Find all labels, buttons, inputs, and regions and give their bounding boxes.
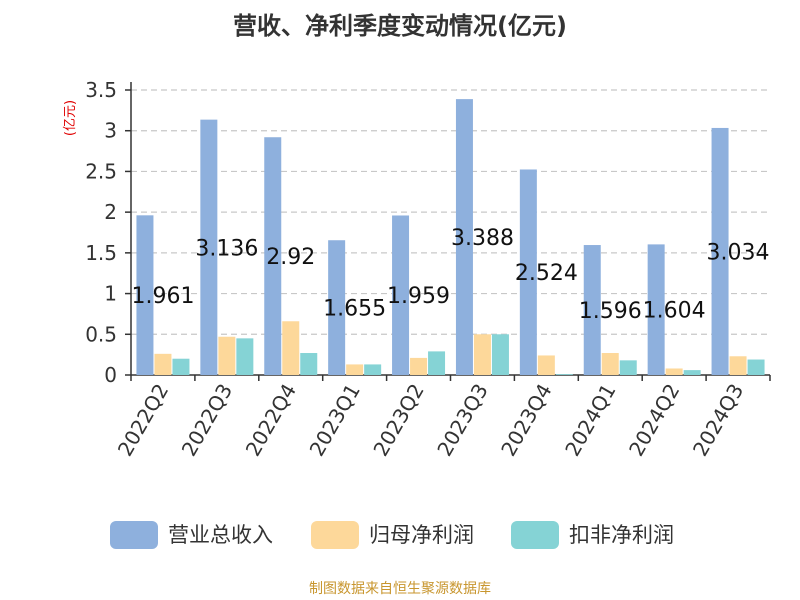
bar-扣非净利润 [555,374,573,375]
data-label: 3.136 [195,236,258,261]
x-category-label: 2022Q2 [113,380,173,461]
bar-营业总收入 [200,119,218,375]
legend-label: 扣非净利润 [569,523,674,547]
bar-扣非净利润 [236,338,254,375]
legend: 营业总收入 归母净利润 扣非净利润 [110,521,674,549]
bar-扣非净利润 [364,364,382,375]
legend-label: 营业总收入 [168,523,273,547]
bar-营业总收入 [328,240,346,375]
data-label: 2.524 [515,261,578,286]
grid-lines [131,89,770,335]
chart-title: 营收、净利季度变动情况(亿元) [233,12,567,40]
bar-归母净利润 [601,353,619,375]
bar-扣非净利润 [428,351,446,375]
y-tick-label: 1 [104,282,117,306]
x-category-label: 2023Q3 [432,380,492,461]
y-tick-label: 2 [104,200,117,224]
bar-归母净利润 [729,356,747,375]
bar-营业总收入 [583,245,601,375]
x-category-label: 2023Q4 [496,380,556,461]
bar-营业总收入 [392,215,410,375]
y-tick-label: 0 [104,363,117,387]
bar-归母净利润 [665,368,683,375]
data-label: 1.604 [643,299,706,324]
bar-归母净利润 [537,355,555,375]
x-category-label: 2022Q3 [177,380,237,461]
y-tick-label: 2.5 [85,159,117,183]
x-category-label: 2024Q3 [688,380,748,461]
bar-扣非净利润 [619,360,637,375]
bar-扣非净利润 [491,334,509,375]
bar-归母净利润 [282,321,300,375]
bar-扣非净利润 [300,353,318,375]
y-tick-label: 3 [104,119,117,143]
x-category-label: 2023Q1 [305,380,365,461]
bar-归母净利润 [218,336,236,375]
x-category-label: 2024Q2 [624,380,684,461]
bar-归母净利润 [154,353,172,375]
x-category-label: 2024Q1 [560,380,620,461]
bar-归母净利润 [346,364,364,375]
axes: 0 0.5 1 1.5 2 2.5 3 3.5 2022Q2 2022Q3 2022Q4 2023Q1… [85,78,771,461]
data-label: 1.655 [323,297,386,322]
bar-归母净利润 [410,357,428,375]
y-tick-label: 3.5 [85,78,117,102]
data-label: 1.961 [131,284,194,309]
x-category-label: 2022Q4 [241,380,301,461]
data-label: 1.959 [387,284,450,309]
bar-营业总收入 [519,169,537,375]
source-note: 制图数据来自恒生聚源数据库 [309,581,491,597]
bar-营业总收入 [455,99,473,376]
y-axis-unit-label: (亿元) [63,100,78,136]
bar-营业总收入 [711,127,729,376]
x-category-label: 2023Q2 [368,380,428,461]
data-label: 3.034 [707,240,770,265]
legend-label: 归母净利润 [369,523,474,547]
bar-归母净利润 [473,334,491,375]
bar-营业总收入 [264,137,282,375]
data-label: 2.92 [266,245,315,270]
data-label: 3.388 [451,226,514,251]
bar-扣非净利润 [747,359,765,375]
bar-扣非净利润 [172,358,190,375]
bar-营业总收入 [647,244,665,375]
legend-swatch [511,521,559,549]
legend-swatch [110,521,158,549]
bars [136,99,765,376]
bar-扣非净利润 [683,370,701,375]
y-tick-label: 0.5 [85,322,117,346]
y-tick-label: 1.5 [85,241,117,265]
bar-营业总收入 [136,215,154,375]
legend-swatch [311,521,359,549]
data-label: 1.596 [579,299,642,324]
